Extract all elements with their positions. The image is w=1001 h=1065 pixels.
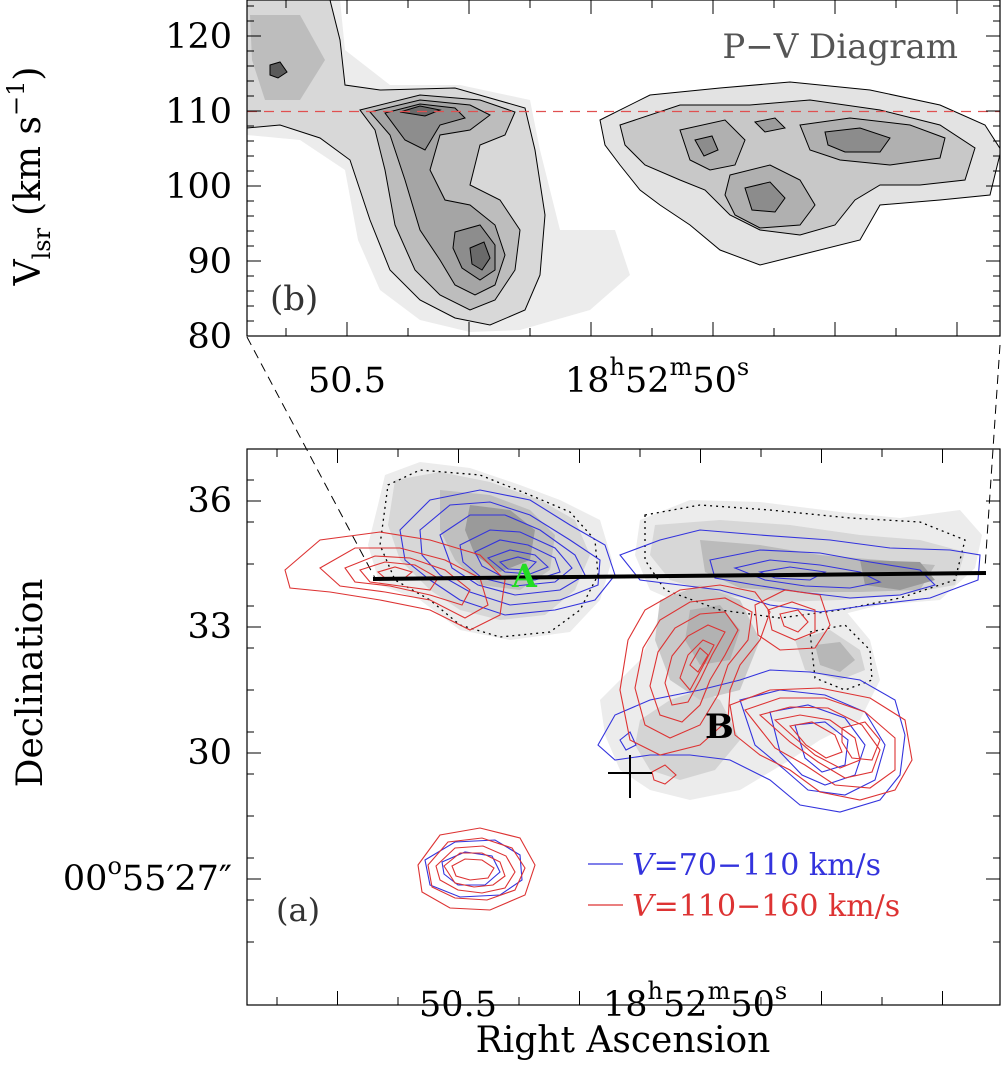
map-panel-label: (a) (276, 891, 320, 929)
red-contour (451, 858, 495, 881)
blue-contour (769, 704, 866, 786)
map-ytick-label: 36 (187, 481, 232, 521)
marker-label-a: A (511, 557, 538, 595)
red-contour (651, 764, 677, 785)
red-contour (664, 624, 726, 706)
pv-right-contour-7 (824, 127, 891, 153)
red-contour (319, 547, 489, 619)
red-contour (773, 714, 861, 769)
legend-label-blue: V=70−110 km/s (632, 848, 881, 883)
map-xtick-label: 18h52m50s (603, 977, 787, 1025)
red-contour (284, 531, 506, 631)
blue-contour (498, 556, 538, 571)
map-ylabel: Declination (10, 579, 51, 788)
pv-ytick-label: 80 (187, 317, 232, 357)
blue-contour (459, 529, 573, 587)
pv-ylabel: Vlsr(km s−1) (2, 67, 56, 287)
red-contour (435, 845, 516, 894)
map-dotted-contour (809, 624, 873, 691)
map-ytick-label: 30 (187, 733, 232, 773)
pv-ytick-label: 100 (165, 167, 232, 207)
red-contour (619, 584, 771, 756)
red-contour (788, 721, 843, 759)
pv-ytick-label: 120 (165, 17, 232, 57)
red-contour (744, 697, 896, 789)
pv-title: P−V Diagram (722, 27, 958, 67)
blue-contour (709, 549, 937, 599)
pv-right-contour-8 (753, 117, 787, 133)
map-gray-lower-3 (815, 642, 855, 672)
blue-contour (619, 731, 637, 751)
blue-contour (486, 549, 550, 575)
red-contour (417, 827, 536, 911)
pv-cut-line (372, 571, 987, 581)
blue-contour (794, 721, 849, 773)
map-gray-upper-left-4 (465, 505, 535, 572)
map-ytick-label-full: 00o55′27″ (63, 852, 232, 899)
blue-contour (419, 501, 601, 606)
pv-right-contour-9 (694, 135, 719, 157)
red-contour (779, 609, 809, 633)
blue-contour (733, 559, 882, 589)
pv-tick-marks (247, 0, 1000, 337)
zoom-connector-right (984, 344, 1001, 569)
position-cross-marker (608, 755, 652, 798)
map-ytick-label: 33 (187, 607, 232, 647)
pv-right-contour-6 (744, 181, 786, 213)
map-tick-marks (247, 449, 1000, 1005)
map-xtick-label: 50.5 (419, 985, 497, 1025)
red-contour (359, 561, 439, 591)
red-contour (841, 721, 881, 761)
pv-left-contour-4 (384, 103, 466, 151)
zoom-connector-left (246, 336, 376, 579)
red-contour (344, 555, 471, 606)
red-contour (427, 837, 526, 901)
map-contours (284, 462, 982, 911)
blue-contour (424, 839, 523, 898)
marker-label-b: B (705, 707, 734, 747)
map-xlabel: Right Ascension (476, 1020, 771, 1061)
blue-contour (739, 689, 886, 796)
red-contour (649, 611, 739, 723)
pv-xtick-label: 18h52m50s (565, 353, 749, 401)
pv-panel-label: (b) (270, 279, 318, 319)
red-contour (754, 589, 831, 651)
pv-contours (247, 0, 1000, 332)
red-contour (758, 706, 881, 779)
pv-ytick-label: 110 (165, 92, 232, 132)
map-panel: A B V=70−110 km/s V=110−160 km/s (a) 36 … (10, 448, 1001, 1061)
pv-ytick-label: 90 (187, 242, 232, 282)
pv-left-contour-6 (469, 241, 491, 271)
red-contour (767, 601, 816, 641)
red-contour (689, 647, 709, 673)
blue-contour (474, 539, 561, 581)
legend-label-red: V=110−160 km/s (632, 889, 900, 924)
map-plot-frame (246, 448, 1001, 1006)
legend: V=70−110 km/s V=110−160 km/s (588, 848, 900, 924)
red-contour (634, 597, 753, 739)
pv-diagram-panel: 120 110 100 90 80 Vlsr(km s−1) 50.5 18h5… (2, 0, 1001, 401)
red-contour (679, 639, 715, 691)
pv-xtick-label: 50.5 (308, 361, 386, 401)
red-contour (729, 687, 913, 801)
pv-plot-frame (246, 0, 1001, 337)
pv-left-contour-8 (269, 61, 288, 79)
red-contours (284, 531, 913, 911)
pv-left-gray-2 (250, 15, 325, 100)
red-contour (443, 852, 506, 888)
blue-contour (619, 529, 981, 613)
